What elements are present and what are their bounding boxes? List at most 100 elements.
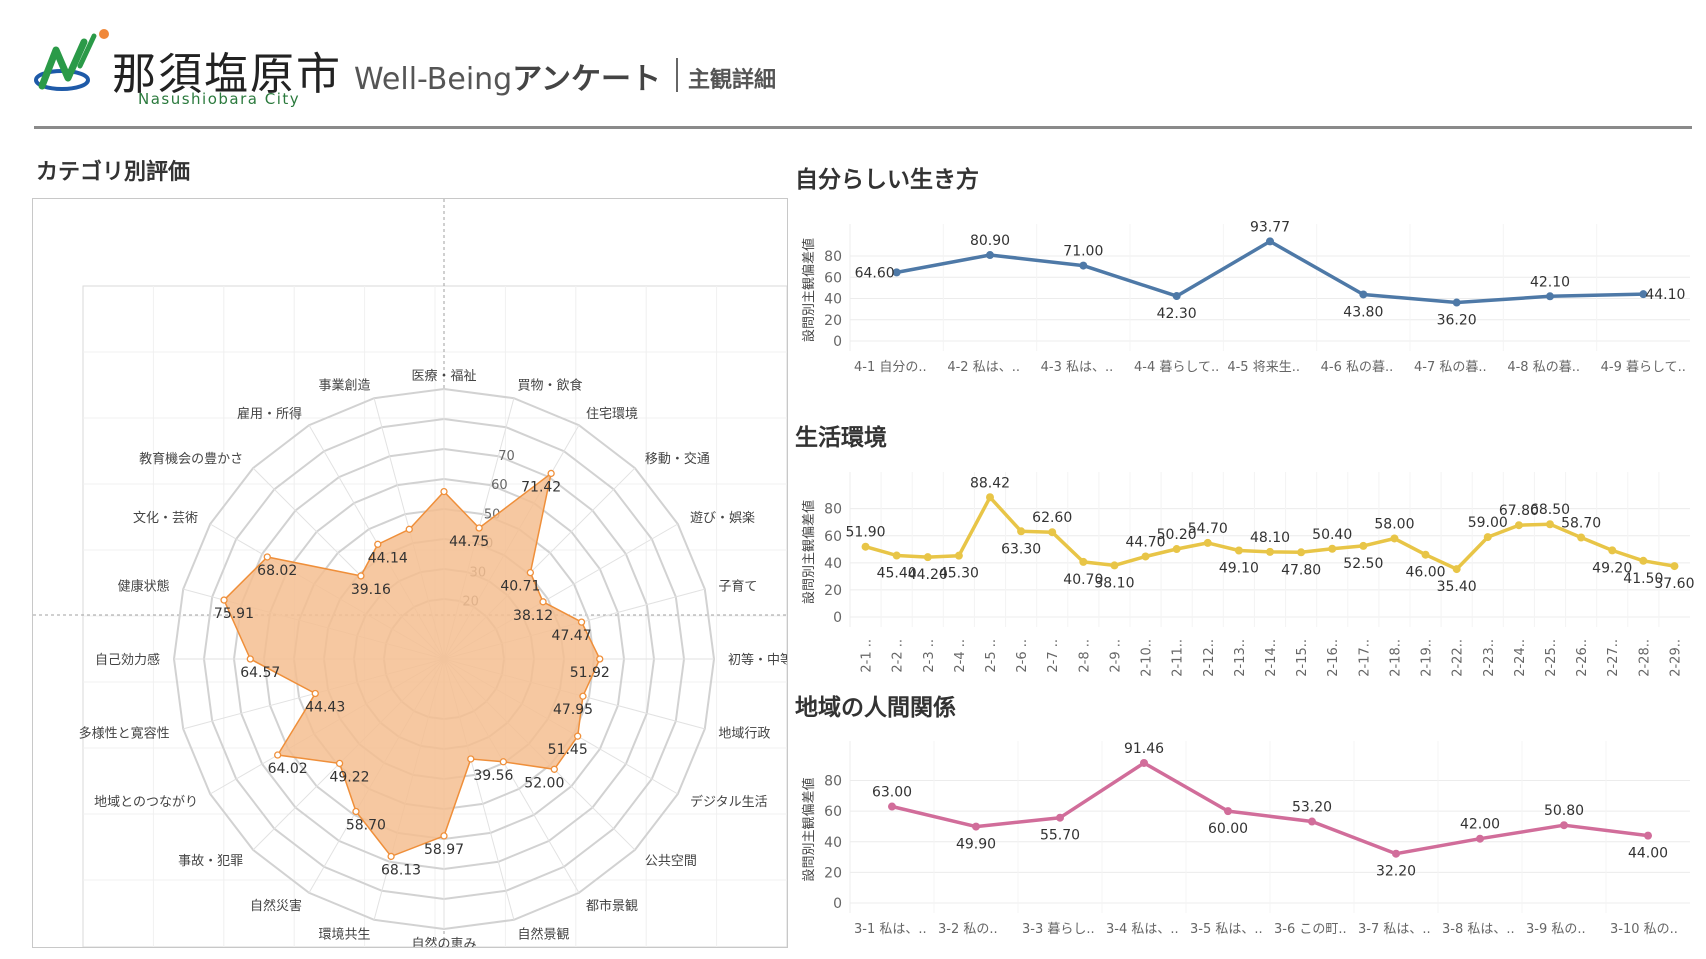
data-point	[1266, 547, 1274, 556]
radar-point	[574, 732, 582, 740]
data-point	[1297, 548, 1306, 557]
x-tick-label: 3-1 私は、..	[854, 922, 927, 937]
x-tick-label: 4-3 私は、..	[1041, 360, 1114, 375]
app-title-prefix: Well-Being	[354, 62, 513, 97]
data-point	[1476, 834, 1484, 843]
radar-category-label: 住宅環境	[586, 407, 638, 422]
y-tick-label: 0	[833, 896, 842, 912]
data-point	[1308, 817, 1316, 826]
data-label: 62.60	[1032, 510, 1072, 526]
data-label: 48.10	[1250, 530, 1290, 546]
x-tick-label: 3-5 私は、..	[1190, 922, 1263, 937]
radar-category-label: 自然景観	[518, 926, 570, 942]
data-label: 88.42	[970, 475, 1010, 491]
data-point	[1639, 290, 1648, 299]
radar-point	[274, 751, 282, 759]
data-label: 45.30	[939, 566, 979, 582]
y-tick-label: 80	[824, 249, 842, 265]
radar-point	[547, 469, 555, 478]
data-label: 93.77	[1250, 219, 1290, 235]
data-point	[1670, 562, 1679, 571]
data-point	[861, 542, 870, 551]
radar-point	[550, 765, 558, 773]
logo-name: 那須塩原市	[112, 49, 342, 100]
data-point	[1546, 520, 1554, 529]
x-tick-label: 2-4 ..	[953, 639, 968, 673]
data-label: 36.20	[1437, 313, 1477, 329]
data-point	[1644, 831, 1652, 840]
y-tick-label: 20	[824, 313, 842, 329]
radar-data-label: 68.13	[381, 862, 421, 878]
radar-category-label: 雇用・所得	[237, 406, 302, 422]
data-label: 51.90	[846, 525, 886, 541]
radar-category-label: 子育て	[718, 578, 757, 594]
data-point	[1141, 552, 1150, 561]
x-tick-label: 2-6 ..	[1015, 639, 1030, 673]
data-label: 42.30	[1157, 306, 1197, 322]
radar-data-label: 47.47	[552, 628, 592, 644]
data-point	[1172, 292, 1181, 301]
data-label: 42.00	[1460, 817, 1500, 833]
x-tick-label: 3-4 私は、..	[1106, 922, 1179, 937]
data-point	[1224, 807, 1232, 816]
y-tick-label: 40	[824, 556, 842, 572]
data-label: 64.60	[855, 265, 895, 281]
radar-tick-label: 70	[498, 449, 515, 464]
app-subtitle: 主観詳細	[688, 68, 777, 93]
x-tick-label: 2-23..	[1482, 639, 1497, 677]
data-point	[1110, 561, 1119, 570]
x-tick-label: 4-2 私は、..	[947, 360, 1020, 375]
radar-data-label: 49.22	[329, 769, 369, 785]
data-point	[1266, 237, 1274, 246]
data-label: 42.10	[1530, 274, 1570, 290]
x-tick-label: 2-8 ..	[1077, 639, 1092, 673]
data-point	[1079, 557, 1088, 566]
radar-point	[499, 758, 507, 766]
data-point	[1560, 821, 1568, 830]
radar-category-label: 遊び・娯楽	[690, 510, 755, 526]
data-label: 49.20	[1592, 560, 1632, 576]
radar-panel: 20304050607044.7571.4240.7138.1247.4751.…	[32, 198, 819, 952]
y-tick-label: 60	[824, 270, 842, 286]
radar-category-label: 都市景観	[586, 898, 638, 914]
x-tick-label: 2-17..	[1357, 639, 1372, 677]
data-label: 54.70	[1188, 521, 1228, 537]
data-label: 67.80	[1499, 503, 1539, 519]
radar-data-label: 75.91	[214, 606, 254, 622]
radar-data-label: 64.02	[268, 761, 308, 777]
data-point	[1359, 541, 1368, 550]
y-tick-label: 20	[824, 583, 842, 599]
radar-category-label: 自然災害	[250, 898, 302, 914]
app-title: Well-Beingアンケート	[354, 54, 661, 98]
data-label: 63.30	[1001, 541, 1041, 557]
radar-point	[374, 540, 382, 548]
y-tick-label: 80	[824, 502, 842, 518]
x-tick-label: 2-13..	[1233, 639, 1248, 677]
x-tick-label: 3-9 私の..	[1526, 922, 1586, 937]
x-tick-label: 2-14..	[1264, 639, 1279, 677]
radar-data-label: 58.70	[346, 818, 386, 834]
data-label: 58.70	[1561, 516, 1601, 532]
radar-data-label: 40.71	[500, 579, 540, 595]
data-point	[1359, 290, 1368, 299]
radar-data-label: 51.45	[548, 742, 588, 758]
data-label: 45.40	[877, 566, 917, 582]
x-tick-label: 3-6 この町..	[1274, 922, 1347, 937]
data-label: 47.80	[1281, 562, 1321, 578]
data-label: 52.50	[1343, 556, 1383, 572]
data-label: 80.90	[970, 233, 1010, 249]
radar-category-label: 自己効力感	[95, 652, 160, 668]
line-chart-3: 設問別主観偏差値 0 20 40 60 80 63.00 49.90 55.70 91.46 60.…	[801, 741, 1690, 937]
y-axis-label: 設問別主観偏差値	[801, 500, 817, 604]
data-point	[1048, 528, 1057, 537]
radar-category-label: 多様性と寛容性	[79, 726, 170, 742]
y-tick-label: 0	[833, 334, 842, 350]
data-label: 55.70	[1040, 828, 1080, 844]
logo-sub: Nasushiobara City	[138, 90, 301, 108]
x-tick-label: 2-7 ..	[1046, 639, 1061, 673]
radar-category-label: 公共空間	[645, 854, 697, 869]
x-tick-label: 2-18..	[1388, 639, 1403, 677]
radar-point	[440, 487, 448, 496]
radar-data-label: 58.97	[424, 842, 464, 858]
radar-point	[246, 655, 254, 663]
